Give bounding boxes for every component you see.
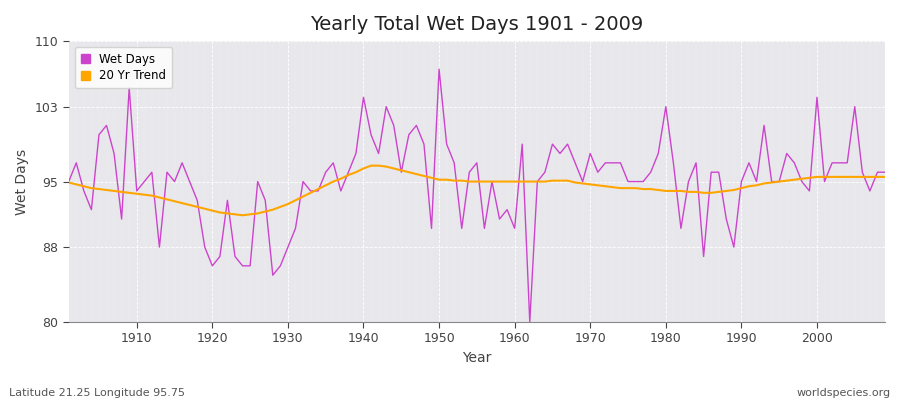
- 20 Yr Trend: [879, 174, 890, 179]
- Wet Days: [525, 320, 535, 324]
- Wet Days: [517, 142, 527, 146]
- Text: worldspecies.org: worldspecies.org: [796, 388, 891, 398]
- 20 Yr Trend: [124, 190, 135, 195]
- 20 Yr Trend: [615, 186, 626, 190]
- 20 Yr Trend: [63, 180, 74, 185]
- Wet Days: [124, 86, 135, 90]
- Line: Wet Days: Wet Days: [68, 69, 885, 322]
- Wet Days: [509, 226, 520, 231]
- Wet Days: [434, 67, 445, 72]
- 20 Yr Trend: [343, 173, 354, 178]
- Wet Days: [879, 170, 890, 175]
- 20 Yr Trend: [298, 194, 309, 199]
- 20 Yr Trend: [238, 213, 248, 218]
- Wet Days: [336, 188, 346, 193]
- 20 Yr Trend: [517, 179, 527, 184]
- 20 Yr Trend: [525, 179, 535, 184]
- Wet Days: [63, 179, 74, 184]
- Text: Latitude 21.25 Longitude 95.75: Latitude 21.25 Longitude 95.75: [9, 388, 185, 398]
- Title: Yearly Total Wet Days 1901 - 2009: Yearly Total Wet Days 1901 - 2009: [310, 15, 644, 34]
- Y-axis label: Wet Days: Wet Days: [15, 148, 29, 215]
- Line: 20 Yr Trend: 20 Yr Trend: [68, 166, 885, 215]
- Wet Days: [290, 226, 301, 231]
- Wet Days: [615, 160, 626, 165]
- Legend: Wet Days, 20 Yr Trend: Wet Days, 20 Yr Trend: [75, 47, 172, 88]
- X-axis label: Year: Year: [463, 351, 491, 365]
- 20 Yr Trend: [365, 163, 376, 168]
